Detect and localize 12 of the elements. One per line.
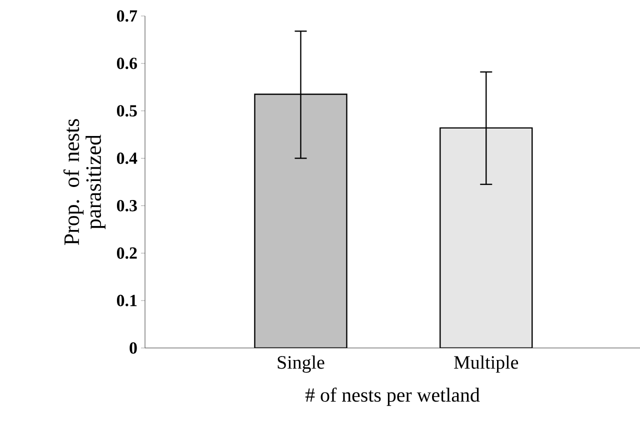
x-tick-label: Multiple bbox=[454, 356, 518, 373]
y-tick-label: 0 bbox=[130, 342, 137, 354]
x-axis-title: # of nests per wetland bbox=[305, 388, 480, 406]
y-axis-title: Prop. of nests parasitized bbox=[63, 119, 106, 245]
x-tick-label: Single bbox=[278, 356, 324, 373]
y-tick-label: 0.2 bbox=[116, 247, 137, 259]
y-tick-label: 0.4 bbox=[116, 152, 138, 164]
y-tick-label: 0.5 bbox=[116, 105, 137, 117]
y-tick-label: 0.1 bbox=[116, 294, 137, 306]
y-tick-label: 0.6 bbox=[116, 58, 137, 70]
y-tick-label: 0.3 bbox=[116, 200, 137, 212]
y-tick-label: 0.7 bbox=[116, 10, 138, 22]
